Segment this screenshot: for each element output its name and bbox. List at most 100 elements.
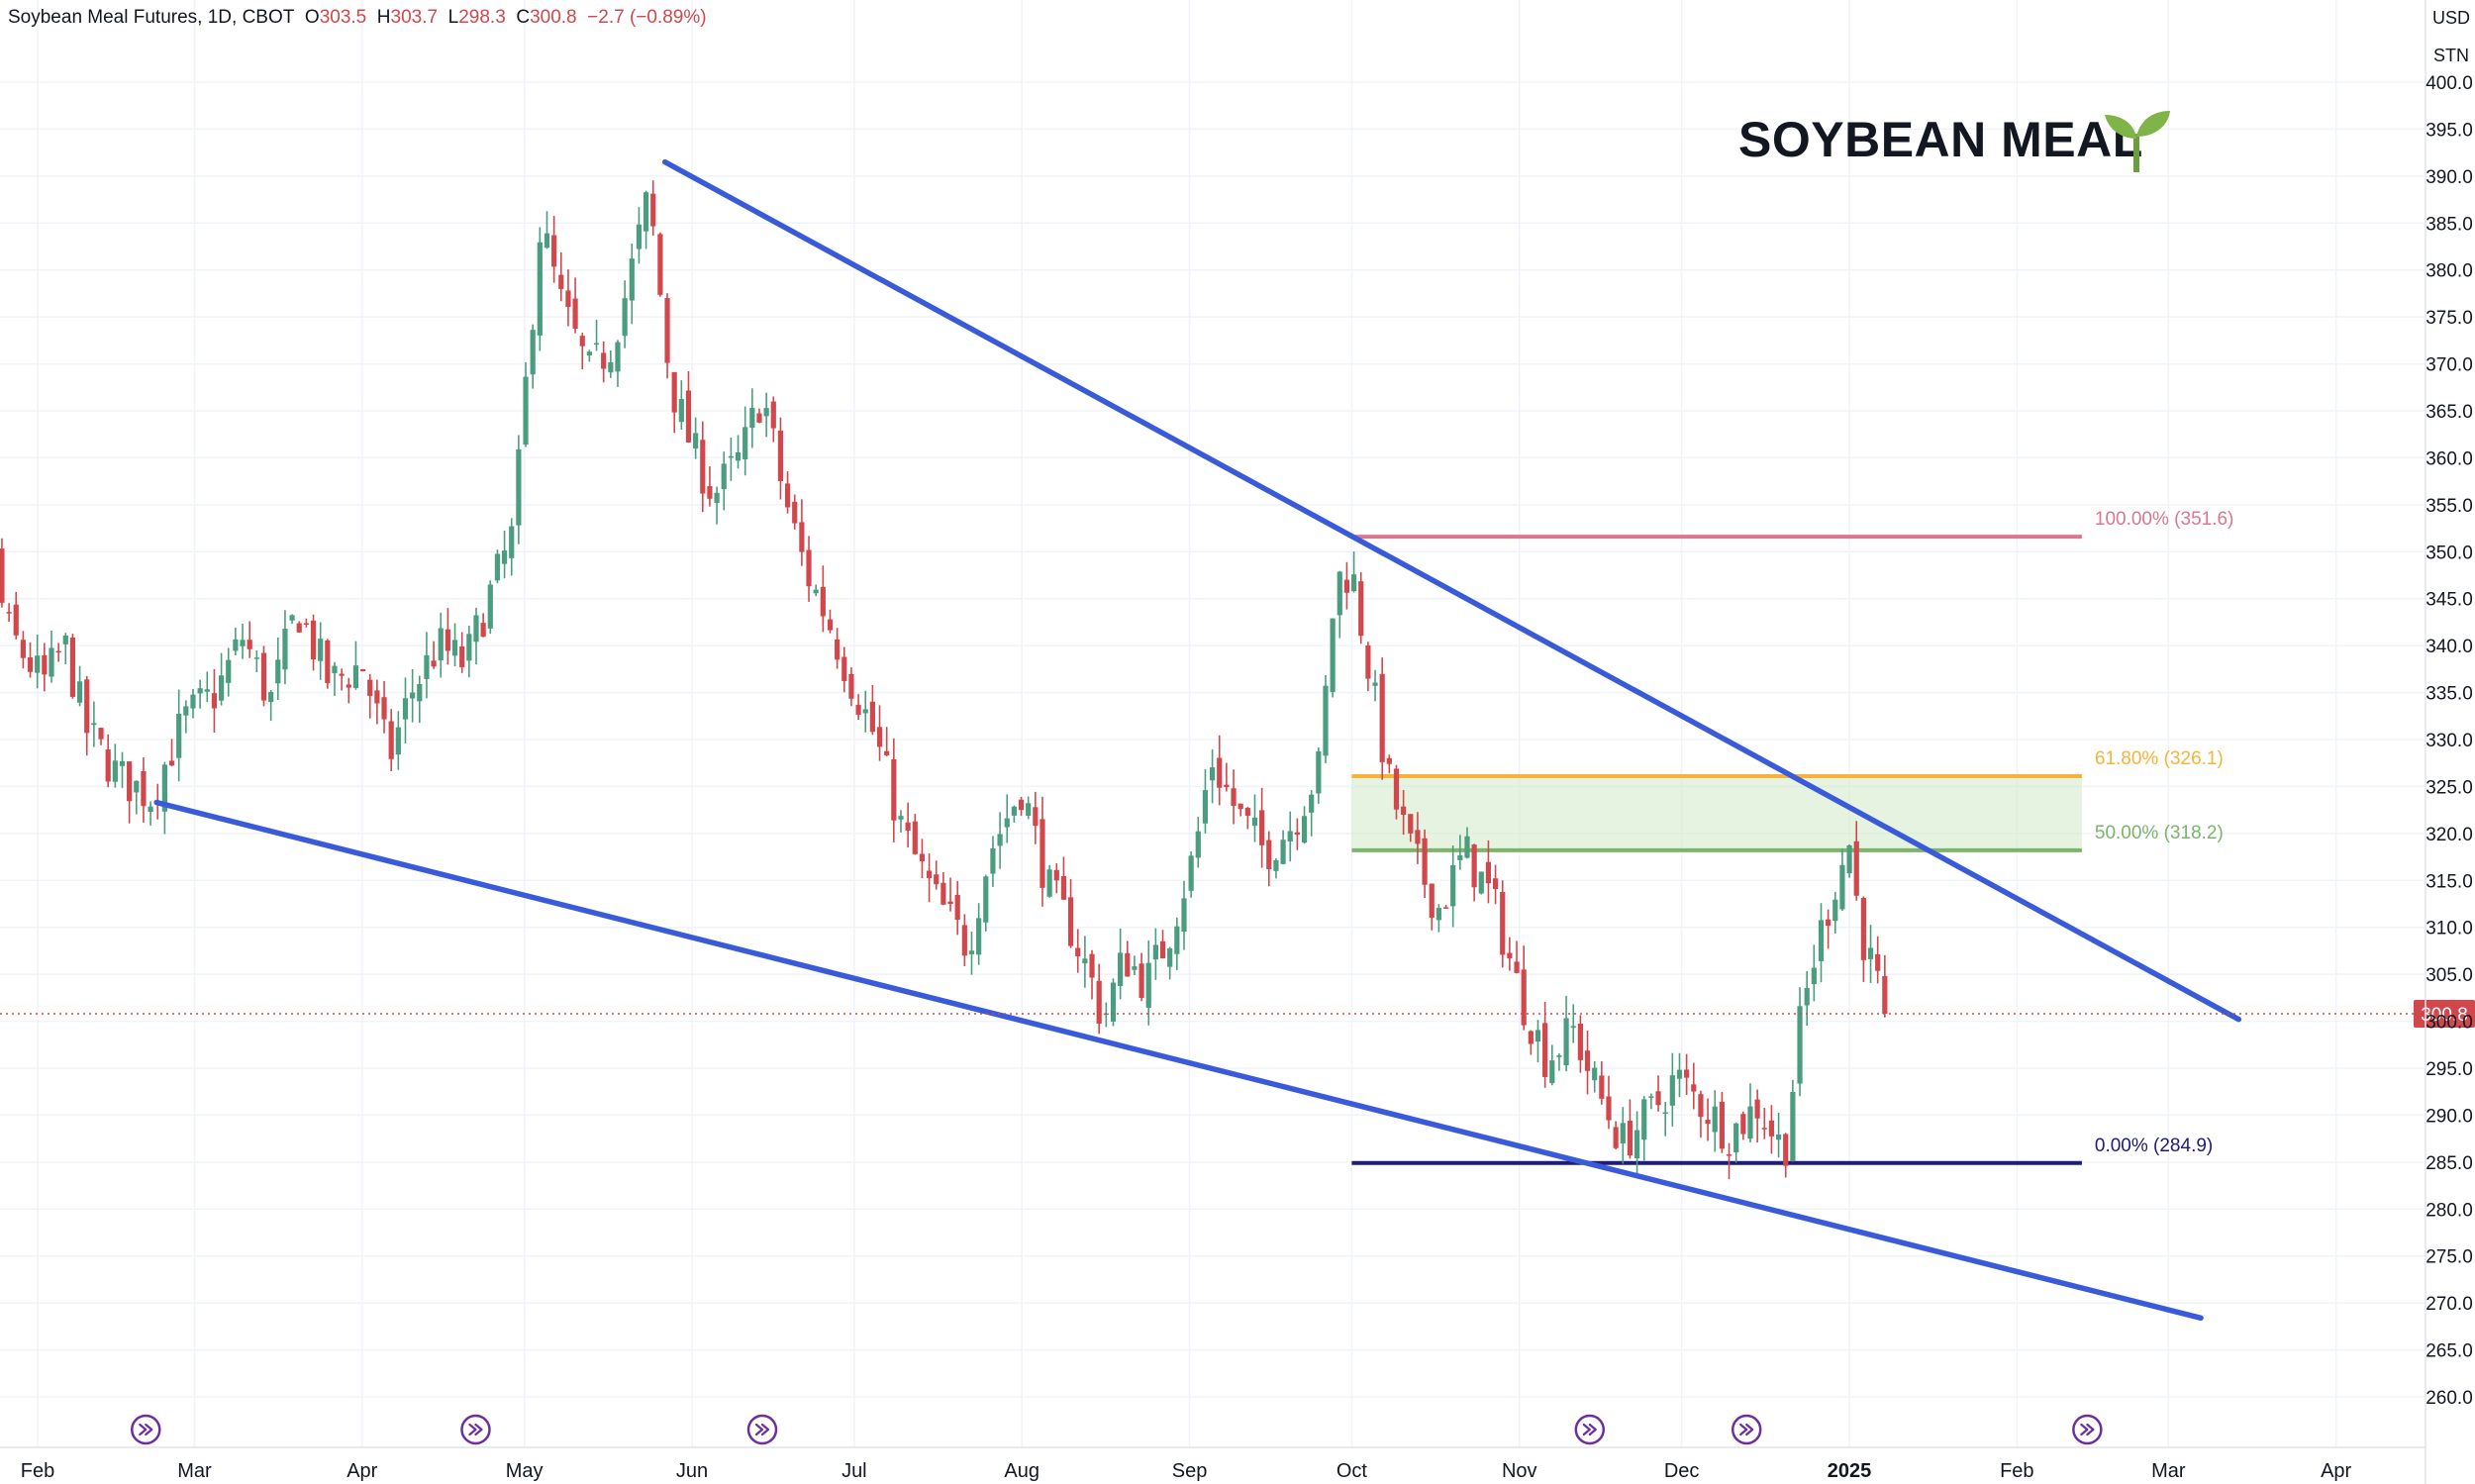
candle-body	[84, 679, 90, 734]
candle-body	[1599, 1075, 1605, 1099]
candle-body	[728, 455, 734, 458]
candle-body	[127, 761, 133, 802]
candle-body	[763, 408, 769, 417]
trendline-upper	[661, 158, 2242, 1023]
candle	[1280, 830, 1286, 865]
price-tick-label: 310.0	[2426, 919, 2473, 940]
candle-body	[1514, 961, 1520, 973]
candle	[1592, 1060, 1598, 1093]
candle	[1358, 572, 1364, 644]
candle-body	[1273, 859, 1279, 871]
candle	[1875, 936, 1881, 984]
symbol-title: Soybean Meal Futures, 1D, CBOT	[8, 7, 295, 28]
candle-body	[49, 647, 54, 677]
candle	[1768, 1105, 1775, 1154]
candle	[990, 836, 996, 887]
candle	[1011, 805, 1017, 823]
candle	[1089, 949, 1095, 1000]
candle-body	[91, 723, 97, 726]
candle	[835, 628, 841, 669]
candle	[1110, 978, 1117, 1027]
candle	[424, 632, 430, 699]
candle	[671, 371, 677, 434]
candle	[1797, 987, 1803, 1097]
candle	[1804, 970, 1810, 1026]
candle	[685, 370, 692, 444]
candle-body	[161, 764, 167, 812]
candle	[1343, 561, 1350, 610]
candle	[820, 565, 826, 633]
candle	[622, 280, 628, 348]
candle-body	[1181, 898, 1187, 933]
candle	[1217, 735, 1223, 806]
candle-body	[1244, 807, 1250, 816]
candle	[912, 814, 918, 855]
candle-body	[1330, 618, 1336, 693]
dividend-arrow-icon[interactable]	[746, 1414, 778, 1445]
candle-body	[13, 604, 19, 636]
candle-body	[650, 193, 656, 227]
candle	[1273, 858, 1279, 879]
price-tick-label: 300.0	[2426, 1013, 2473, 1034]
candle-body	[1471, 844, 1477, 888]
fib-level-label: 50.00% (318.2)	[2095, 823, 2224, 843]
candle-body	[565, 290, 571, 308]
candle-body	[1350, 574, 1357, 592]
candle-body	[466, 634, 472, 661]
candle	[1436, 904, 1441, 933]
candle-body	[961, 925, 967, 956]
event-marker-arrow	[1739, 1423, 1754, 1436]
candle	[1719, 1091, 1725, 1153]
candle-body	[983, 876, 989, 923]
candle	[1839, 848, 1845, 912]
candle	[1747, 1083, 1753, 1143]
candle	[919, 839, 926, 879]
candle-body	[359, 668, 366, 672]
dividend-arrow-icon[interactable]	[1731, 1414, 1762, 1445]
candle-body	[1804, 987, 1810, 1006]
candle-body	[1067, 897, 1074, 946]
candle-body	[451, 640, 458, 656]
price-tick-label: 265.0	[2426, 1341, 2473, 1362]
candle-body	[586, 351, 592, 355]
candle-body	[417, 683, 423, 702]
candle-body	[374, 690, 380, 704]
candle	[1244, 807, 1250, 830]
dividend-arrow-icon[interactable]	[2072, 1414, 2103, 1445]
dividend-arrow-icon[interactable]	[460, 1414, 491, 1445]
candle	[1634, 1111, 1640, 1175]
candle-body	[480, 623, 486, 638]
candle-body	[509, 526, 515, 558]
candle-body	[1669, 1075, 1675, 1106]
candle	[1429, 883, 1435, 931]
candle-body	[226, 659, 232, 683]
brand-title: SOYBEAN MEAL	[1738, 112, 2143, 167]
candle	[1534, 1020, 1541, 1063]
candle-body	[1167, 947, 1173, 967]
candle-body	[218, 675, 225, 701]
dividend-arrow-icon[interactable]	[1574, 1414, 1606, 1445]
candle-body	[27, 657, 34, 672]
candle-body	[537, 242, 543, 336]
price-tick-label: 390.0	[2426, 167, 2473, 188]
candle	[1046, 864, 1052, 898]
candle-body	[303, 623, 309, 625]
candle-body	[1379, 673, 1385, 762]
candle	[792, 494, 798, 530]
candle-body	[1549, 1060, 1555, 1084]
candle	[876, 705, 883, 761]
dividend-arrow-icon[interactable]	[131, 1414, 161, 1445]
candle-body	[318, 639, 324, 661]
candle-body	[1684, 1069, 1690, 1078]
candle-body	[1372, 682, 1378, 686]
currency-label[interactable]: USD	[2431, 8, 2470, 28]
price-tick-label: 360.0	[2426, 448, 2473, 469]
candle-body	[1846, 844, 1852, 874]
candle	[1542, 1001, 1548, 1088]
candle-body	[1507, 952, 1513, 959]
fib-zone	[1351, 775, 2082, 850]
candle	[1096, 963, 1102, 1035]
candle	[1811, 944, 1817, 1002]
candle-body	[253, 657, 259, 659]
